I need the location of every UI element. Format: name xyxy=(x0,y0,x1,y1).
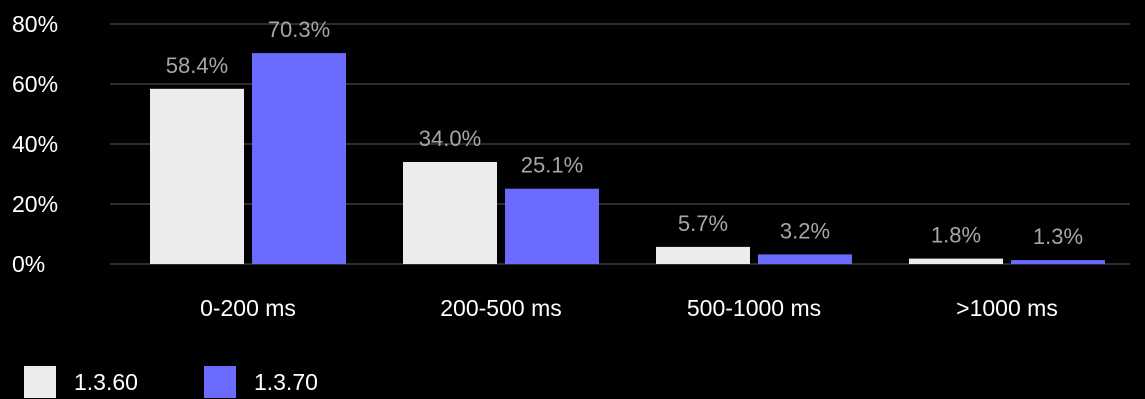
y-axis-ticks: 0% 20% 40% 60% 80% xyxy=(12,11,58,277)
legend: 1.3.60 1.3.70 xyxy=(24,366,384,398)
x-category-label: 200-500 ms xyxy=(440,295,561,321)
bar-series-2-1[interactable] xyxy=(252,53,346,264)
data-label: 5.7% xyxy=(678,211,728,236)
data-label: 1.8% xyxy=(931,223,981,248)
data-label: 70.3% xyxy=(268,17,330,42)
x-category-label: >1000 ms xyxy=(956,295,1058,321)
legend-item-series-1[interactable]: 1.3.60 xyxy=(24,366,138,398)
y-tick-label: 40% xyxy=(12,131,58,157)
bar-series-1-1[interactable] xyxy=(150,88,244,264)
bar-series-1-2[interactable] xyxy=(403,162,497,264)
legend-item-series-2[interactable]: 1.3.70 xyxy=(203,366,318,398)
y-tick-label: 0% xyxy=(12,251,45,277)
y-tick-label: 20% xyxy=(12,191,58,217)
data-label: 3.2% xyxy=(780,218,830,243)
legend-swatch-series-1 xyxy=(24,366,56,398)
bar-series-1-3[interactable] xyxy=(656,246,750,264)
bar-series-2-2[interactable] xyxy=(505,188,599,264)
x-axis-categories: 0-200 ms 200-500 ms 500-1000 ms >1000 ms xyxy=(200,295,1058,321)
data-label: 34.0% xyxy=(419,126,481,151)
data-label: 58.4% xyxy=(166,53,228,78)
y-tick-label: 60% xyxy=(12,71,58,97)
legend-label-series-1: 1.3.60 xyxy=(74,369,138,395)
legend-swatch-series-2 xyxy=(203,366,236,398)
x-category-label: 500-1000 ms xyxy=(687,295,821,321)
x-category-label: 0-200 ms xyxy=(200,295,296,321)
data-label: 25.1% xyxy=(521,153,583,178)
data-labels: 58.4% 70.3% 34.0% 25.1% 5.7% 3.2% 1.8% 1.3% xyxy=(166,17,1083,249)
bars xyxy=(150,53,1105,264)
data-label: 1.3% xyxy=(1033,224,1083,249)
bar-series-2-4[interactable] xyxy=(1011,260,1105,264)
y-tick-label: 80% xyxy=(12,11,58,37)
legend-label-series-2: 1.3.70 xyxy=(253,369,318,395)
bar-series-1-4[interactable] xyxy=(909,258,1003,264)
bar-series-2-3[interactable] xyxy=(758,254,852,264)
